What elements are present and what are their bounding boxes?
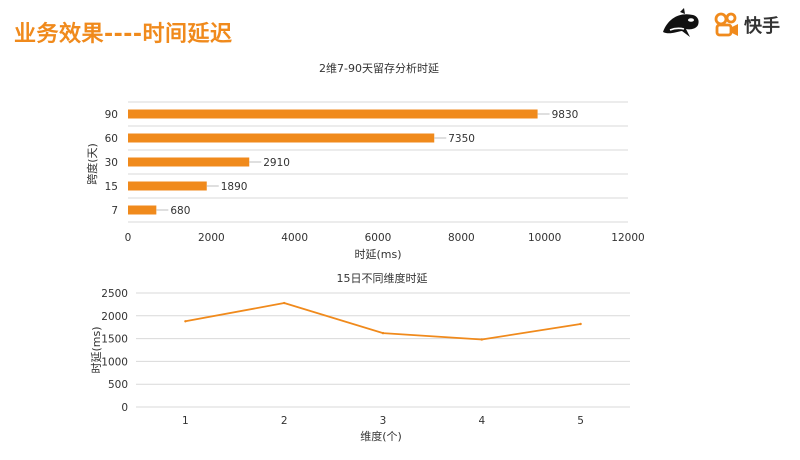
orca-logo-icon (663, 8, 699, 37)
bar-chart-y-tick-label: 60 (105, 133, 118, 145)
line-chart-y-tick-label: 2500 (101, 288, 128, 300)
line-chart-y-tick-label: 500 (108, 379, 128, 391)
line-chart-y-tick-label: 1500 (101, 334, 128, 346)
bar-chart-x-tick-label: 4000 (281, 232, 308, 244)
bar-chart-x-tick-label: 8000 (448, 232, 475, 244)
bar-chart-title: 2维7-90天留存分析时延 (319, 61, 439, 75)
bar-data-label: 7350 (448, 133, 475, 145)
line-point (184, 320, 187, 323)
bar-chart-y-tick-label: 7 (111, 205, 118, 217)
line-chart-x-tick-label: 5 (577, 415, 584, 427)
bar-data-label: 680 (170, 205, 190, 217)
bar-data-label: 2910 (263, 157, 290, 169)
bar-chart-y-axis-label: 跨度(天) (85, 143, 99, 185)
bar (128, 181, 207, 191)
kuaishou-logo-icon (714, 12, 738, 37)
bar-chart-x-tick-label: 12000 (611, 232, 644, 244)
line-series (185, 302, 581, 341)
line-point (381, 331, 385, 335)
bar (128, 109, 538, 119)
line-chart-x-axis-label: 维度(个) (360, 429, 402, 443)
logo-area: 快手 (660, 8, 780, 42)
line-chart-x-tick-label: 3 (380, 415, 387, 427)
line-chart-y-tick-label: 2000 (101, 311, 128, 323)
bar-chart-x-tick-label: 2000 (198, 232, 225, 244)
bar-chart-y-tick-label: 90 (105, 109, 118, 121)
line-chart-x-tick-label: 2 (281, 415, 288, 427)
line-chart-y-axis-label: 时延(ms) (90, 326, 103, 373)
line-point (283, 301, 286, 305)
bar-chart-x-tick-label: 0 (125, 232, 132, 244)
bar-chart-x-axis-label: 时延(ms) (354, 248, 401, 261)
bar-chart-x-tick-label: 6000 (365, 232, 392, 244)
bar (128, 205, 157, 215)
line-point (480, 338, 483, 341)
bar-chart-y-tick-label: 30 (105, 157, 118, 169)
line-chart-title: 15日不同维度时延 (337, 271, 428, 285)
bar (128, 157, 250, 167)
line-chart-y-tick-label: 1000 (101, 356, 128, 368)
bar (128, 133, 435, 143)
line-chart-x-tick-label: 1 (182, 415, 189, 427)
page-title: 业务效果----时间延迟 (14, 22, 233, 47)
brand-name: 快手 (744, 16, 780, 37)
bar-chart-y-tick-label: 15 (105, 181, 118, 193)
bar-data-label: 1890 (221, 181, 248, 193)
bar-chart-x-tick-label: 10000 (528, 232, 561, 244)
line-chart-x-tick-label: 4 (478, 415, 485, 427)
bar-data-label: 9830 (552, 109, 579, 121)
line-chart-y-tick-label: 0 (121, 402, 128, 414)
line-point (579, 322, 582, 326)
